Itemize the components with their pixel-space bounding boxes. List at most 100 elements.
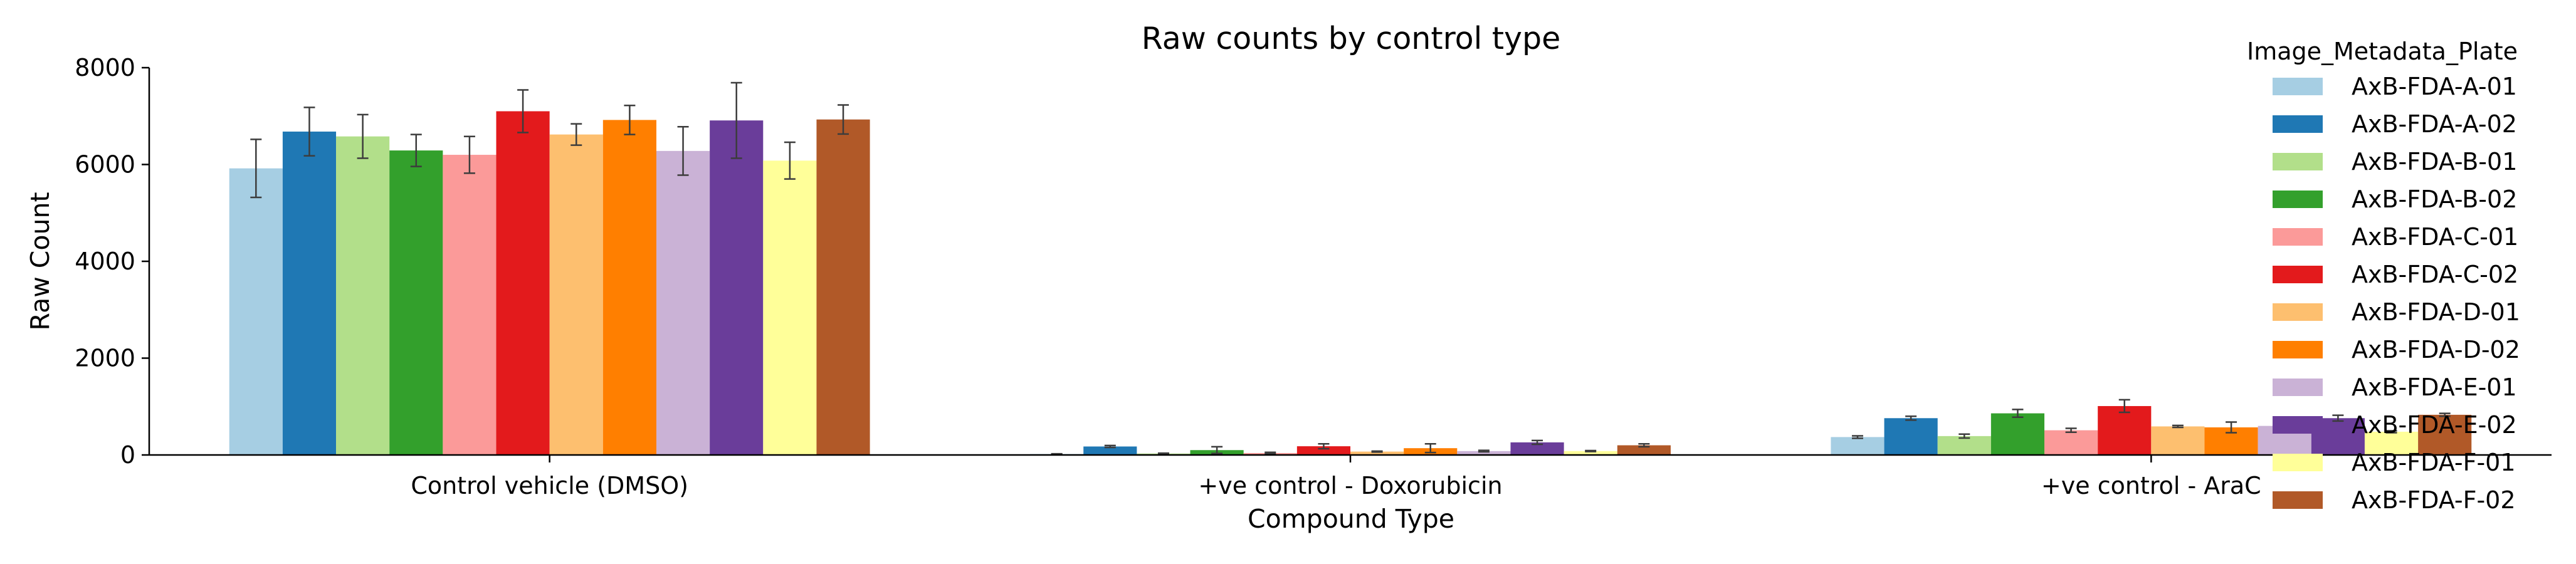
y-axis-ticks: 0 2000 4000 6000 8000 [75, 54, 149, 469]
legend-swatch [2273, 266, 2323, 283]
legend: Image_Metadata_Plate AxB-FDA-A-01 AxB-FDA… [2247, 38, 2520, 514]
bar-axb-fda-d-01-cat2 [2151, 426, 2205, 455]
legend-swatch [2273, 115, 2323, 133]
legend-label: AxB-FDA-E-01 [2352, 373, 2517, 401]
error-bar-axb-fda-f-01-cat2 [2385, 430, 2397, 434]
legend-label: AxB-FDA-A-02 [2352, 110, 2517, 138]
y-tick-label: 8000 [75, 54, 135, 81]
legend-swatch [2273, 416, 2323, 434]
x-axis-label: Compound Type [1248, 504, 1454, 534]
error-bar-axb-fda-d-01-cat1 [1371, 450, 1383, 453]
bar-axb-fda-f-02-cat1 [1617, 445, 1671, 455]
error-bar-axb-fda-c-02-cat0 [517, 89, 529, 133]
legend-label: AxB-FDA-F-01 [2352, 449, 2516, 476]
legend-label: AxB-FDA-F-02 [2352, 486, 2516, 514]
bar-axb-fda-c-01-cat2 [2044, 430, 2098, 455]
chart-title: Raw counts by control type [1142, 21, 1561, 56]
error-bar-axb-fda-f-02-cat2 [2439, 412, 2451, 417]
legend-label: AxB-FDA-C-02 [2352, 261, 2518, 288]
error-bar-axb-fda-e-01-cat0 [677, 125, 689, 176]
bar-axb-fda-a-02-cat1 [1083, 446, 1137, 455]
error-bar-axb-fda-a-02-cat2 [1905, 415, 1917, 421]
legend-title: Image_Metadata_Plate [2247, 38, 2518, 65]
bar-axb-fda-c-02-cat2 [2098, 405, 2152, 455]
error-bar-axb-fda-c-01-cat1 [1264, 451, 1276, 455]
bar-axb-fda-c-02-cat0 [496, 111, 550, 455]
legend-swatch [2273, 191, 2323, 208]
error-bar-axb-fda-e-02-cat2 [2332, 414, 2344, 422]
legend-label: AxB-FDA-A-01 [2352, 73, 2517, 100]
legend-label: AxB-FDA-B-02 [2352, 185, 2517, 213]
bars-group [229, 111, 2472, 456]
error-bar-axb-fda-b-01-cat2 [1958, 433, 1970, 439]
error-bar-axb-fda-b-01-cat1 [1157, 452, 1169, 455]
y-tick-label: 6000 [75, 151, 135, 179]
y-tick-label: 2000 [75, 345, 135, 372]
error-bar-axb-fda-e-02-cat0 [730, 81, 742, 159]
bar-axb-fda-d-02-cat0 [602, 120, 656, 455]
bar-axb-fda-a-01-cat0 [229, 168, 283, 455]
bar-axb-fda-b-02-cat2 [1990, 413, 2045, 455]
bar-axb-fda-e-02-cat1 [1510, 442, 1564, 455]
y-tick-label: 4000 [75, 248, 135, 275]
bar-axb-fda-b-01-cat2 [1937, 436, 1991, 455]
bar-axb-fda-d-01-cat1 [1350, 451, 1404, 455]
legend-label: AxB-FDA-B-01 [2352, 148, 2517, 175]
legend-swatch [2273, 341, 2323, 358]
legend-swatch [2273, 78, 2323, 95]
legend-swatch [2273, 303, 2323, 321]
error-bar-axb-fda-b-02-cat1 [1211, 446, 1223, 454]
y-axis-label: Raw Count [25, 192, 55, 330]
bar-axb-fda-f-01-cat1 [1564, 451, 1617, 455]
legend-swatch [2273, 454, 2323, 471]
x-tick-label: Control vehicle (DMSO) [411, 472, 688, 499]
bar-axb-fda-b-01-cat0 [336, 136, 390, 455]
bar-axb-fda-c-01-cat0 [443, 155, 497, 456]
bar-axb-fda-f-02-cat2 [2418, 414, 2472, 455]
bar-axb-fda-f-02-cat0 [816, 119, 870, 455]
error-bar-axb-fda-f-02-cat1 [1638, 442, 1650, 448]
bar-axb-fda-e-02-cat0 [710, 120, 764, 455]
legend-swatch [2273, 379, 2323, 396]
legend-label: AxB-FDA-E-02 [2352, 411, 2517, 439]
error-bar-axb-fda-c-02-cat1 [1318, 442, 1330, 450]
error-bar-axb-fda-d-01-cat2 [2172, 424, 2184, 429]
legend-swatch [2273, 228, 2323, 246]
error-bar-axb-fda-d-02-cat2 [2226, 421, 2237, 434]
bar-axb-fda-a-01-cat2 [1831, 437, 1885, 455]
error-bar-axb-fda-d-02-cat1 [1424, 442, 1436, 454]
error-bar-axb-fda-c-01-cat0 [463, 135, 475, 174]
bar-axb-fda-e-01-cat1 [1457, 451, 1511, 455]
bar-axb-fda-b-02-cat0 [389, 150, 443, 455]
error-bar-axb-fda-e-01-cat1 [1478, 449, 1490, 453]
error-bar-axb-fda-a-02-cat0 [303, 107, 315, 157]
x-tick-label: +ve control - AraC [2041, 472, 2261, 499]
error-bar-axb-fda-a-02-cat1 [1104, 444, 1116, 449]
error-bar-axb-fda-f-01-cat1 [1585, 449, 1597, 452]
error-bar-axb-fda-c-02-cat2 [2118, 399, 2130, 414]
legend-swatch [2273, 491, 2323, 509]
bar-axb-fda-a-02-cat2 [1884, 418, 1938, 455]
error-bar-axb-fda-d-02-cat0 [624, 105, 636, 135]
legend-swatch [2273, 153, 2323, 170]
error-bars-group [250, 81, 2451, 456]
x-axis-ticks: Control vehicle (DMSO) +ve control - Doxo… [411, 455, 2261, 499]
bar-axb-fda-f-01-cat0 [763, 160, 817, 455]
error-bar-axb-fda-c-01-cat2 [2065, 427, 2077, 433]
error-bar-axb-fda-b-02-cat2 [2012, 409, 2024, 418]
y-tick-label: 0 [120, 441, 135, 469]
bar-axb-fda-d-01-cat0 [549, 134, 603, 456]
error-bar-axb-fda-d-01-cat0 [570, 123, 582, 146]
bar-axb-fda-e-01-cat0 [656, 150, 710, 455]
error-bar-axb-fda-f-02-cat0 [838, 104, 849, 135]
error-bar-axb-fda-a-01-cat2 [1851, 435, 1863, 439]
error-bar-axb-fda-f-01-cat0 [784, 141, 796, 180]
error-bar-axb-fda-b-01-cat0 [357, 113, 369, 159]
x-tick-label: +ve control - Doxorubicin [1198, 472, 1502, 499]
bar-axb-fda-c-02-cat1 [1296, 446, 1350, 455]
legend-label: AxB-FDA-C-01 [2352, 223, 2518, 251]
error-bar-axb-fda-b-02-cat0 [410, 133, 422, 167]
error-bar-axb-fda-e-02-cat1 [1532, 439, 1543, 446]
bar-axb-fda-f-01-cat2 [2364, 431, 2419, 455]
